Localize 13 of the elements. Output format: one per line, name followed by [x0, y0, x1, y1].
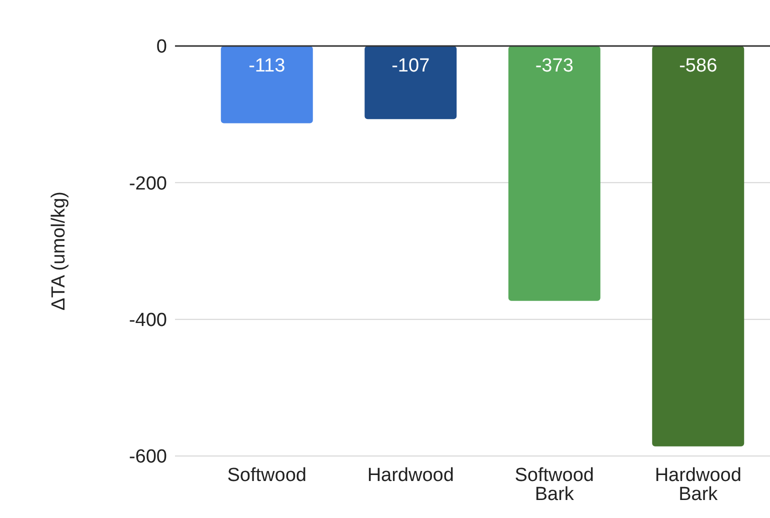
x-tick-label: Hardwood Bark — [654, 465, 742, 506]
data-label: -586 — [679, 55, 718, 76]
y-tick-label: -400 — [128, 310, 167, 332]
x-tick-label: Softwood — [227, 465, 306, 486]
y-tick-label: -600 — [128, 446, 167, 468]
data-label: -373 — [535, 55, 574, 76]
data-label: -107 — [392, 55, 430, 76]
y-tick-label: -200 — [128, 173, 167, 194]
y-tick-label: 0 — [156, 36, 167, 58]
x-tick-label: Softwood Bark — [514, 465, 594, 506]
y-axis-title: ΔTA (umol/kg) — [48, 192, 70, 310]
x-tick-label: Hardwood — [367, 465, 454, 486]
data-label: -113 — [248, 55, 286, 76]
